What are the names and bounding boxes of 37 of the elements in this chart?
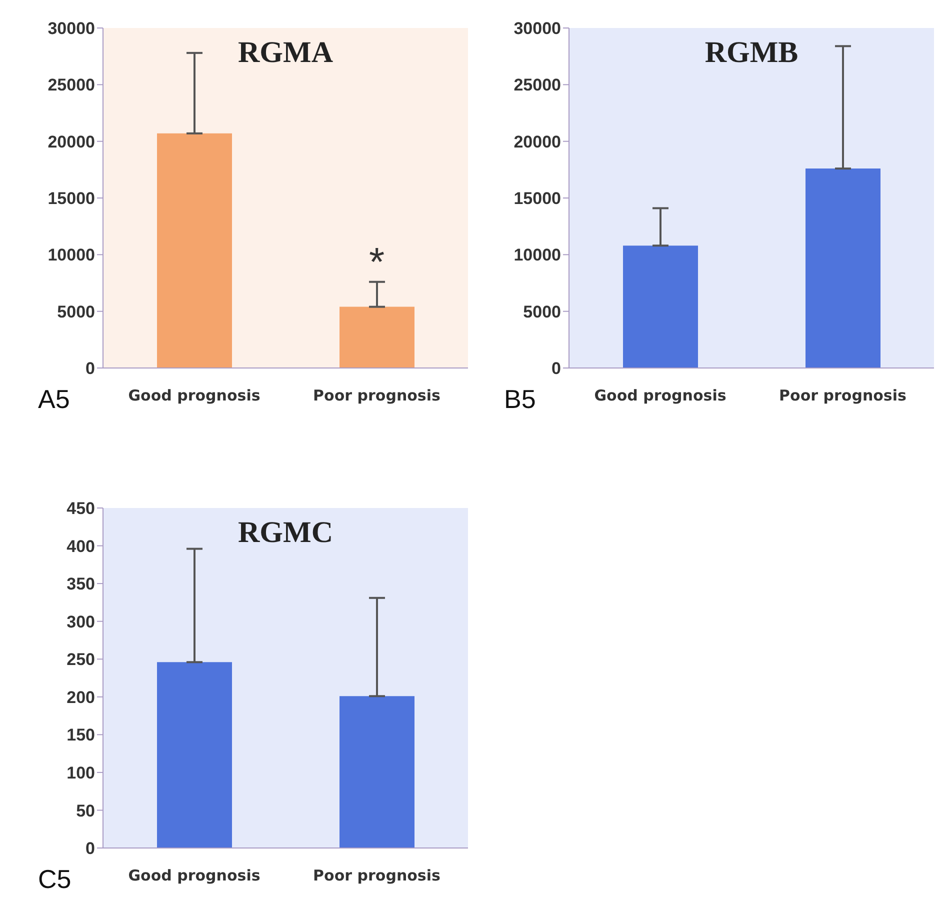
y-tick-label: 10000 xyxy=(48,246,95,265)
x-tick-label: Poor prognosis xyxy=(313,866,441,885)
x-tick-label: Poor prognosis xyxy=(779,386,907,405)
y-tick-label: 30000 xyxy=(514,19,561,38)
x-tick-label: Good prognosis xyxy=(128,386,260,405)
chart-title: RGMB xyxy=(704,36,800,70)
y-tick-label: 20000 xyxy=(514,132,561,152)
y-tick-label: 0 xyxy=(86,359,95,378)
x-tick-label: Poor prognosis xyxy=(313,386,441,405)
y-tick-label: 450 xyxy=(66,499,95,518)
annotation: * xyxy=(368,240,385,285)
y-tick-label: 350 xyxy=(66,574,95,594)
chart-title: RGMA xyxy=(237,36,334,70)
y-tick-label: 25000 xyxy=(48,76,95,95)
y-tick-label: 150 xyxy=(66,726,95,745)
text: B5 xyxy=(504,384,536,415)
y-tick-label: 100 xyxy=(66,763,95,782)
y-tick-label: 0 xyxy=(86,839,95,858)
y-tick-label: 10000 xyxy=(514,246,561,265)
text: C5 xyxy=(38,864,72,895)
y-tick-label: 300 xyxy=(66,612,95,632)
y-tick-label: 5000 xyxy=(57,302,95,322)
y-tick-label: 200 xyxy=(66,688,95,707)
y-tick-label: 50 xyxy=(76,801,95,820)
y-tick-label: 30000 xyxy=(48,19,95,38)
y-tick-label: 15000 xyxy=(514,189,561,208)
y-tick-label: 250 xyxy=(66,650,95,670)
y-tick-label: 0 xyxy=(552,359,561,378)
y-tick-label: 15000 xyxy=(48,189,95,208)
chart-title: RGMC xyxy=(237,516,334,550)
x-tick-label: Good prognosis xyxy=(128,866,260,885)
text: A5 xyxy=(38,384,70,415)
y-tick-label: 400 xyxy=(66,536,95,556)
y-tick-label: 20000 xyxy=(48,132,95,152)
x-tick-label: Good prognosis xyxy=(594,386,726,405)
y-tick-label: 25000 xyxy=(514,76,561,95)
y-tick-label: 5000 xyxy=(523,302,561,322)
